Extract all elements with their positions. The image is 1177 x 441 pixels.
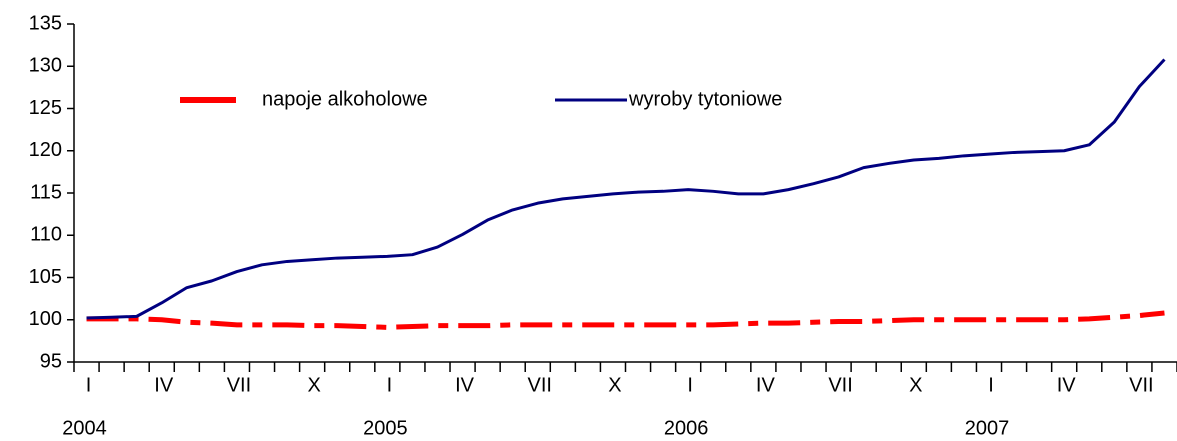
x-tick-label: I xyxy=(86,374,92,396)
x-tick-label: X xyxy=(307,374,320,396)
series-line xyxy=(86,58,1166,320)
y-tick-label: 95 xyxy=(40,350,62,372)
x-tick-label: VII xyxy=(828,374,852,396)
x-tick-label: I xyxy=(387,374,393,396)
x-tick-label: IV xyxy=(154,374,174,396)
y-tick-label: 130 xyxy=(29,55,62,77)
year-label: 2004 xyxy=(62,417,107,439)
x-tick-label: I xyxy=(988,374,994,396)
x-tick-label: I xyxy=(687,374,693,396)
x-tick-label: X xyxy=(608,374,621,396)
y-tick-label: 105 xyxy=(29,266,62,288)
year-label: 2005 xyxy=(363,417,408,439)
year-label: 2007 xyxy=(965,417,1010,439)
y-tick-label: 110 xyxy=(30,224,62,246)
legend-label: napoje alkoholowe xyxy=(262,88,428,110)
year-label: 2006 xyxy=(664,417,709,439)
y-tick-label: 135 xyxy=(29,12,62,34)
y-tick-label: 125 xyxy=(29,97,62,119)
x-tick-label: IV xyxy=(455,374,475,396)
series-line xyxy=(86,310,1165,330)
legend-label: wyroby tytoniowe xyxy=(628,88,782,110)
x-tick-label: X xyxy=(909,374,922,396)
x-tick-label: IV xyxy=(756,374,776,396)
y-tick-label: 120 xyxy=(29,139,62,161)
x-tick-label: VII xyxy=(528,374,552,396)
y-tick-label: 115 xyxy=(30,181,62,203)
x-tick-label: VII xyxy=(227,374,251,396)
x-tick-label: IV xyxy=(1057,374,1077,396)
y-tick-label: 100 xyxy=(29,308,62,330)
x-tick-label: VII xyxy=(1129,374,1153,396)
